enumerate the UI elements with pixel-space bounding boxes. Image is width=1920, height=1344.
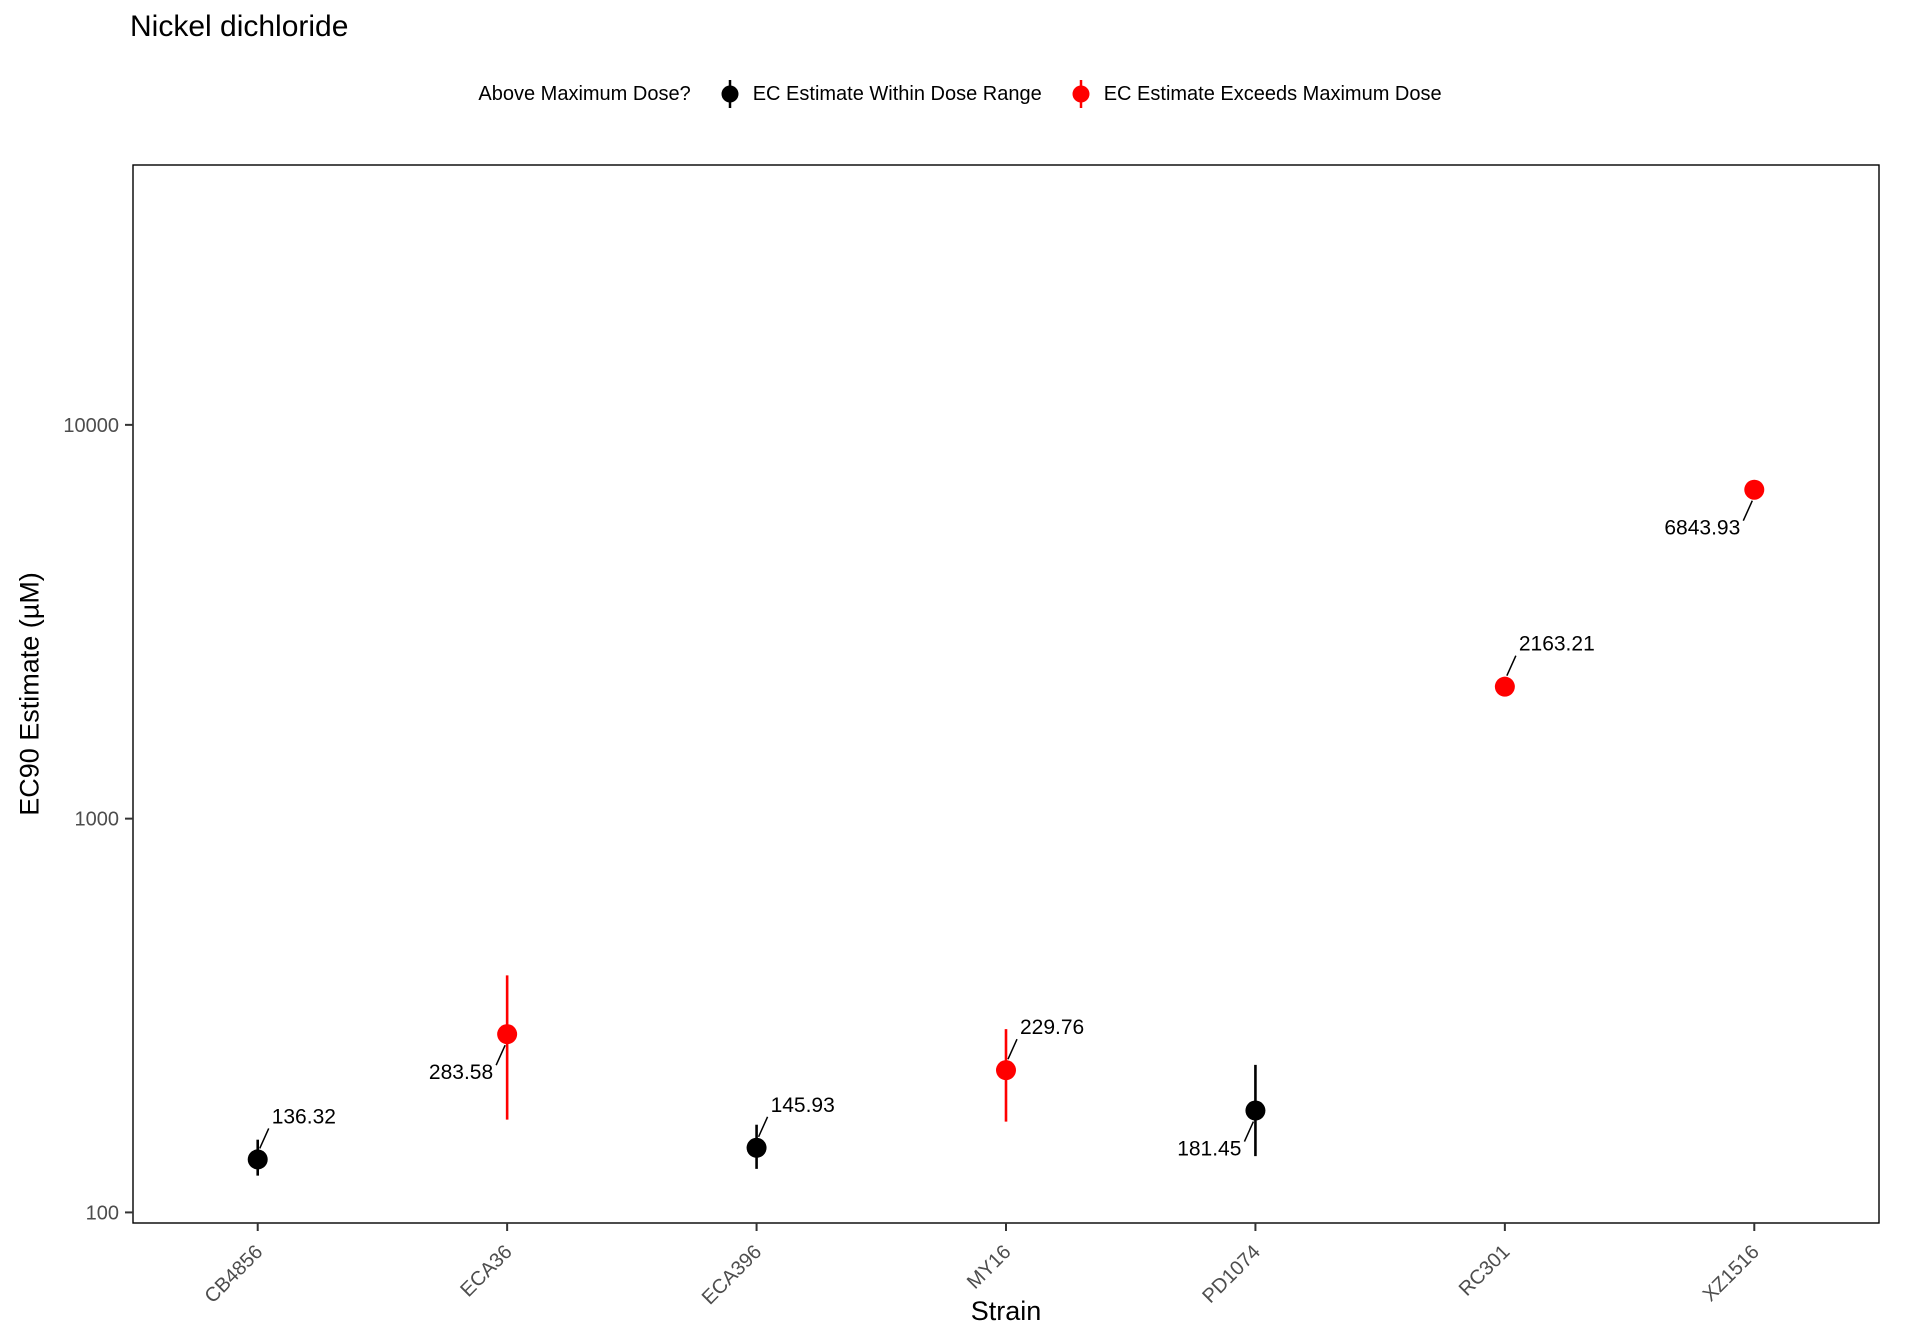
legend-item-label-within: EC Estimate Within Dose Range xyxy=(752,82,1042,105)
y-tick-label-100: 100 xyxy=(86,1202,119,1224)
x-tick-label-RC301: RC301 xyxy=(1455,1241,1515,1301)
point-label-XZ1516: 6843.93 xyxy=(1664,517,1740,540)
y-axis-title: EC90 Estimate (µM) xyxy=(14,572,45,816)
point-PD1074 xyxy=(1245,1100,1266,1121)
label-leader-ECA36 xyxy=(495,1044,506,1066)
label-leader-MY16 xyxy=(1007,1038,1018,1060)
x-tick-label-ECA36: ECA36 xyxy=(456,1241,516,1301)
legend-title: Above Maximum Dose? xyxy=(478,82,691,105)
label-leader-ECA396 xyxy=(757,1116,769,1138)
point-ECA36 xyxy=(497,1024,518,1045)
point-label-MY16: 229.76 xyxy=(1020,1016,1084,1039)
pointrange-key-exceeds-icon xyxy=(1072,80,1090,108)
label-leader-RC301 xyxy=(1506,655,1517,676)
legend-item-within: EC Estimate Within Dose Range xyxy=(717,76,1042,112)
legend-item-exceeds: EC Estimate Exceeds Maximum Dose xyxy=(1068,76,1442,112)
legend-item-label-exceeds: EC Estimate Exceeds Maximum Dose xyxy=(1103,82,1442,105)
y-tick-label-10000: 10000 xyxy=(63,415,119,437)
label-leader-PD1074 xyxy=(1243,1121,1255,1142)
label-leader-XZ1516 xyxy=(1742,500,1753,522)
point-MY16 xyxy=(996,1060,1016,1081)
x-tick-label-MY16: MY16 xyxy=(963,1241,1016,1294)
point-label-ECA396: 145.93 xyxy=(771,1094,835,1117)
chart-title: Nickel dichloride xyxy=(130,10,349,43)
point-label-CB4856: 136.32 xyxy=(272,1105,336,1128)
x-axis-title: Strain xyxy=(970,1296,1042,1326)
point-label-PD1074: 181.45 xyxy=(1177,1138,1241,1161)
label-leader-CB4856 xyxy=(259,1128,270,1149)
legend: Above Maximum Dose? EC Estimate Within D… xyxy=(0,76,1920,112)
point-label-ECA36: 283.58 xyxy=(429,1061,493,1084)
point-CB4856 xyxy=(247,1149,268,1170)
point-RC301 xyxy=(1494,676,1515,697)
pointrange-key-within-icon xyxy=(721,80,739,108)
point-XZ1516 xyxy=(1744,479,1765,500)
point-label-RC301: 2163.21 xyxy=(1519,633,1595,656)
y-tick-label-1000: 1000 xyxy=(75,809,120,831)
point-ECA396 xyxy=(746,1137,767,1158)
